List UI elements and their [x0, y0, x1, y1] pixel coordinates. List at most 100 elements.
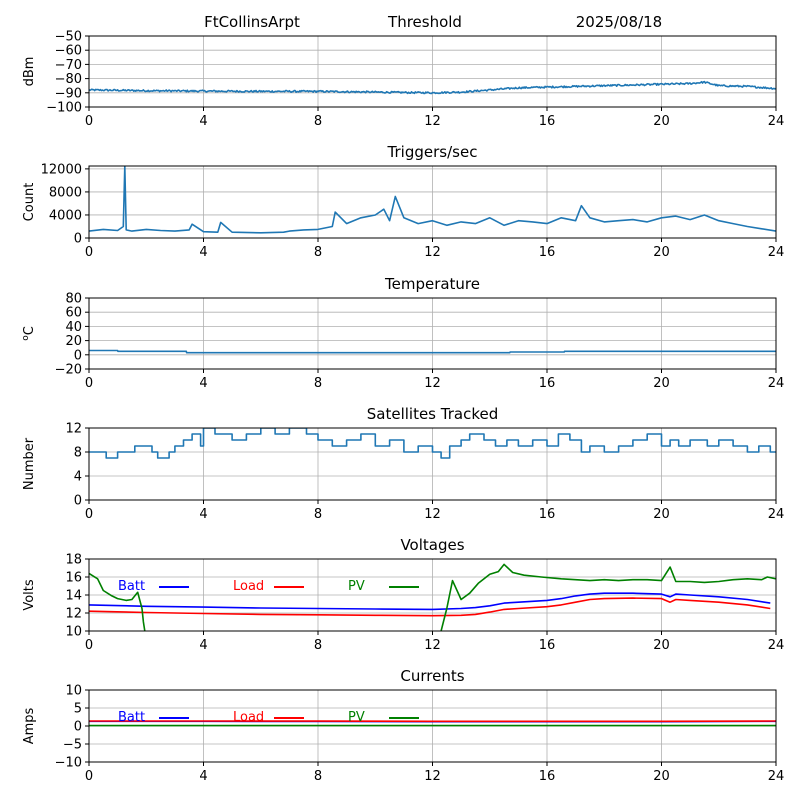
- y-tick-label: 0: [74, 232, 82, 247]
- y-tick-label: −100: [46, 101, 82, 116]
- legend-label-load: Load: [233, 579, 264, 594]
- x-tick-label: 4: [199, 769, 207, 784]
- x-tick-label: 20: [653, 638, 670, 653]
- legend-label-pv: PV: [348, 710, 365, 725]
- header-mode: Threshold: [387, 13, 462, 31]
- x-tick-label: 12: [424, 638, 441, 653]
- y-tick-label: 60: [65, 306, 82, 321]
- x-tick-label: 0: [85, 376, 93, 391]
- chart-title: Satellites Tracked: [367, 405, 498, 423]
- chart-panel-voltages: 0 4 8 12 16 20 24 10 12 14 16 18 Voltages Volts Batt Lo…: [22, 536, 784, 653]
- y-axis-label: Amps: [22, 707, 37, 744]
- y-tick-label: 10: [65, 684, 82, 699]
- x-tick-label: 20: [653, 114, 670, 129]
- y-tick-label: 0: [74, 348, 82, 363]
- y-tick-label: 12000: [41, 162, 82, 177]
- x-tick-label: 8: [314, 114, 322, 129]
- x-tick-label: 16: [539, 114, 556, 129]
- chart-title: Currents: [400, 667, 464, 685]
- header-station: FtCollinsArpt: [204, 13, 300, 31]
- chart-panel-triggers: 0 4 8 12 16 20 24 0 4000 8000 12000 Triggers/sec Cou…: [22, 143, 784, 260]
- chart-panel-satellites: 0 4 8 12 16 20 24 0 4 8 12 Satellites Tracked Number: [22, 405, 784, 522]
- chart-title: Triggers/sec: [387, 143, 478, 161]
- y-tick-label: −10: [55, 756, 82, 771]
- x-tick-label: 12: [424, 245, 441, 260]
- y-axis-label: dBm: [22, 57, 37, 87]
- chart-panel-dbm: 0 4 8 12 16 20 24 −100−90−80−70−60−50 dBm: [22, 30, 784, 130]
- y-tick-label: 20: [65, 334, 82, 349]
- y-axis-label: Number: [22, 437, 37, 490]
- x-tick-label: 12: [424, 376, 441, 391]
- chart-title: Temperature: [384, 275, 480, 293]
- x-tick-label: 0: [85, 769, 93, 784]
- x-tick-label: 12: [424, 114, 441, 129]
- x-tick-label: 8: [314, 245, 322, 260]
- y-tick-label: 8000: [49, 185, 82, 200]
- y-tick-label: −5: [63, 738, 82, 753]
- y-tick-label: 0: [74, 720, 82, 735]
- y-tick-label: 8: [74, 446, 82, 461]
- x-tick-label: 24: [768, 507, 785, 522]
- x-tick-label: 0: [85, 638, 93, 653]
- y-tick-label: 0: [74, 494, 82, 509]
- y-tick-label: 80: [65, 292, 82, 307]
- y-tick-label: 5: [74, 702, 82, 717]
- legend-label-pv: PV: [348, 579, 365, 594]
- y-tick-label: 14: [65, 589, 82, 604]
- x-tick-label: 20: [653, 507, 670, 522]
- x-tick-label: 24: [768, 638, 785, 653]
- y-tick-label: −50: [55, 30, 82, 45]
- x-tick-label: 4: [199, 638, 207, 653]
- chart-title: Voltages: [400, 536, 464, 554]
- x-tick-label: 16: [539, 769, 556, 784]
- legend-label-batt: Batt: [118, 579, 145, 594]
- x-tick-label: 12: [424, 769, 441, 784]
- x-tick-label: 0: [85, 245, 93, 260]
- x-tick-label: 0: [85, 507, 93, 522]
- x-tick-label: 24: [768, 245, 785, 260]
- x-tick-label: 16: [539, 376, 556, 391]
- y-tick-label: −90: [55, 86, 82, 101]
- x-tick-label: 4: [199, 114, 207, 129]
- y-tick-label: 4000: [49, 208, 82, 223]
- x-tick-label: 20: [653, 376, 670, 391]
- x-tick-label: 24: [768, 769, 785, 784]
- y-tick-label: 40: [65, 320, 82, 335]
- x-tick-label: 4: [199, 245, 207, 260]
- legend-label-batt: Batt: [118, 710, 145, 725]
- chart-panel-currents: 0 4 8 12 16 20 24 −10 −5 0 5 10 Currents Amps Batt Load…: [22, 667, 784, 784]
- x-tick-label: 16: [539, 245, 556, 260]
- x-tick-label: 12: [424, 507, 441, 522]
- x-tick-label: 4: [199, 507, 207, 522]
- x-tick-label: 8: [314, 376, 322, 391]
- y-tick-label: 12: [65, 607, 82, 622]
- x-tick-label: 20: [653, 769, 670, 784]
- x-tick-label: 16: [539, 638, 556, 653]
- y-tick-label: 18: [65, 553, 82, 568]
- x-tick-label: 16: [539, 507, 556, 522]
- x-tick-label: 24: [768, 376, 785, 391]
- y-tick-label: −60: [55, 44, 82, 59]
- x-tick-label: 20: [653, 245, 670, 260]
- legend-label-load: Load: [233, 710, 264, 725]
- y-axis-label: Count: [22, 183, 37, 222]
- y-tick-label: 4: [74, 470, 82, 485]
- y-axis-label: oC: [21, 326, 37, 341]
- x-tick-label: 24: [768, 114, 785, 129]
- y-tick-label: 12: [65, 422, 82, 437]
- x-tick-label: 4: [199, 376, 207, 391]
- header-date: 2025/08/18: [576, 13, 662, 31]
- y-axis-label: Volts: [22, 579, 37, 611]
- y-tick-label: 16: [65, 571, 82, 586]
- x-tick-label: 8: [314, 769, 322, 784]
- y-tick-label: −80: [55, 72, 82, 87]
- x-tick-label: 8: [314, 507, 322, 522]
- y-tick-label: −70: [55, 58, 82, 73]
- x-tick-label: 8: [314, 638, 322, 653]
- y-tick-label: 10: [65, 625, 82, 640]
- y-tick-label: −20: [55, 363, 82, 378]
- x-tick-label: 0: [85, 114, 93, 129]
